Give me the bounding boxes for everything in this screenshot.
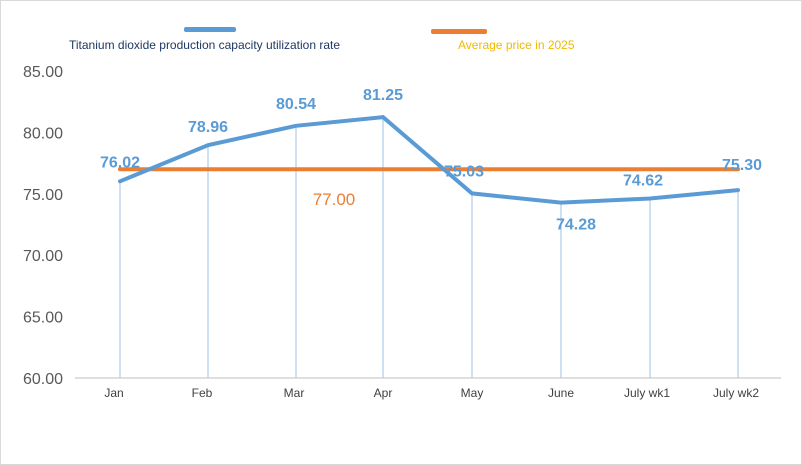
data-label-utilization: 81.25 [363, 87, 403, 104]
legend-series1-label: Titanium dioxide production capacity uti… [69, 38, 341, 52]
data-label-utilization: 74.62 [623, 172, 663, 189]
y-tick-label: 75.00 [23, 187, 63, 204]
series-utilization-line [118, 115, 740, 205]
x-tick-label: Jan [104, 386, 123, 400]
y-tick-label: 65.00 [23, 310, 63, 327]
x-tick-label: Mar [284, 386, 305, 400]
data-label-utilization: 76.02 [100, 154, 140, 171]
legend-series1-swatch [184, 27, 236, 32]
data-label-utilization: 74.28 [556, 217, 596, 234]
data-label-utilization: 75.30 [722, 157, 762, 174]
data-label-utilization: 75.03 [444, 163, 484, 180]
y-tick-label: 85.00 [23, 64, 63, 81]
y-tick-label: 70.00 [23, 248, 63, 265]
x-tick-label: July wk2 [713, 386, 759, 400]
x-tick-label: July wk1 [624, 386, 670, 400]
x-tick-label: Apr [374, 386, 393, 400]
x-tick-label: June [548, 386, 574, 400]
data-label-utilization: 80.54 [276, 96, 316, 113]
data-label-average-price: 77.00 [313, 190, 356, 209]
x-tick-label: Feb [192, 386, 213, 400]
y-tick-label: 60.00 [23, 371, 63, 388]
data-label-utilization: 78.96 [188, 119, 228, 136]
x-tick-label: May [461, 386, 484, 400]
y-tick-label: 80.00 [23, 125, 63, 142]
legend-series2-swatch [431, 29, 487, 34]
legend-series2-label: Average price in 2025 [458, 38, 575, 52]
